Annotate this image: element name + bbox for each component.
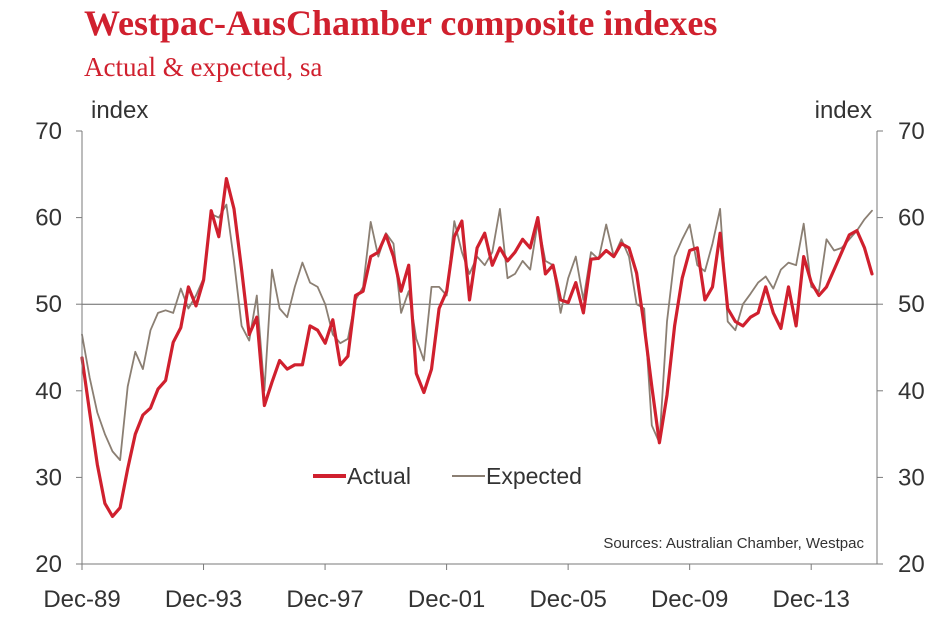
x-tick-label: Dec-09 [651, 586, 728, 613]
axis-layer: 20 20 30 30 40 40 50 50 60 60 70 70 Dec-89 Dec-93 Dec-… [35, 118, 924, 613]
y-tick-label-right: 70 [898, 118, 925, 145]
y-tick-label-left: 20 [35, 551, 62, 578]
x-tick-label: Dec-93 [165, 586, 242, 613]
y-tick-label-left: 70 [35, 118, 62, 145]
y-tick-label-left: 60 [35, 205, 62, 232]
y-tick-label-left: 30 [35, 464, 62, 491]
right-axis-unit-label: index [815, 97, 872, 124]
y-tick-label-left: 40 [35, 378, 62, 405]
legend: Actual Expected [313, 463, 582, 489]
series-line-actual [80, 177, 874, 519]
y-tick-label-right: 30 [898, 464, 925, 491]
y-tick-label-right: 60 [898, 205, 925, 232]
chart-title: Westpac-AusChamber composite indexes [84, 3, 718, 43]
x-tick-label: Dec-89 [43, 586, 120, 613]
x-tick-label: Dec-13 [773, 586, 850, 613]
x-tick-label: Dec-01 [408, 586, 485, 613]
source-note: Sources: Australian Chamber, Westpac [603, 535, 864, 552]
y-tick-label-left: 50 [35, 291, 62, 318]
legend-actual-label: Actual [347, 463, 411, 489]
y-tick-label-right: 50 [898, 291, 925, 318]
y-tick-label-right: 20 [898, 551, 925, 578]
legend-expected-label: Expected [486, 463, 582, 489]
y-tick-label-right: 40 [898, 378, 925, 405]
series-layer [80, 177, 874, 519]
chart-subtitle: Actual & expected, sa [84, 52, 323, 82]
series-line-expected [81, 203, 873, 462]
x-tick-label: Dec-05 [529, 586, 606, 613]
x-tick-label: Dec-97 [286, 586, 363, 613]
left-axis-unit-label: index [91, 97, 148, 124]
